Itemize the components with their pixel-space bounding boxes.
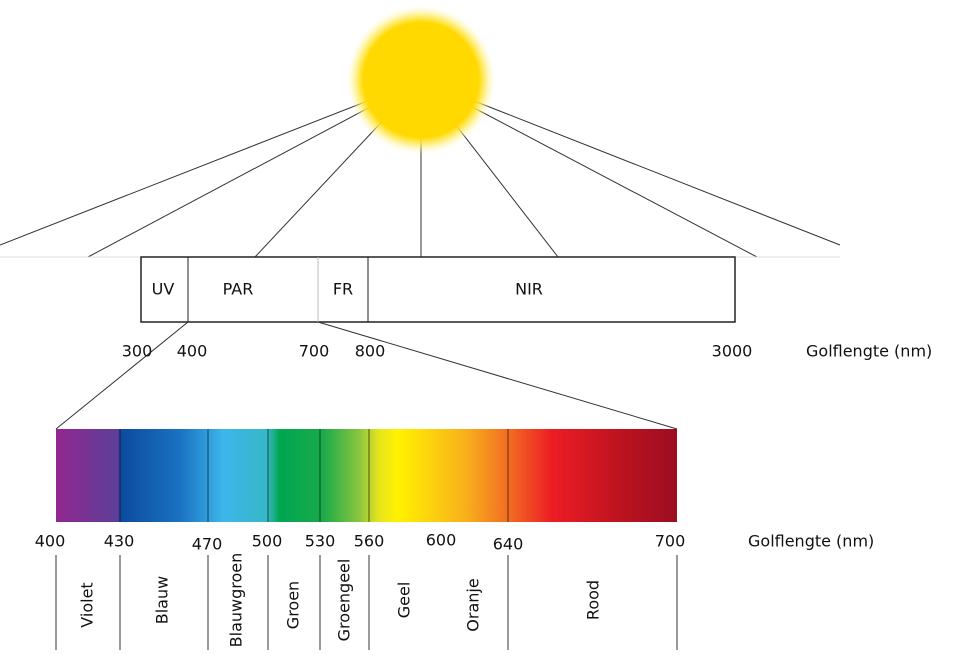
color-label: Violet — [78, 582, 97, 627]
band-label: FR — [333, 280, 353, 299]
color-tick-label: 640 — [493, 535, 524, 554]
spectrum — [56, 429, 677, 522]
band-tick-label: 3000 — [712, 342, 753, 361]
color-tick-label: 700 — [655, 532, 686, 551]
axis-label: Golflengte (nm) — [806, 342, 932, 361]
color-label: Blauw — [153, 576, 172, 624]
band-tick-label: 300 — [122, 342, 153, 361]
band-label: NIR — [515, 280, 543, 299]
color-label: Groengeel — [335, 559, 354, 642]
color-tick-label: 560 — [354, 532, 385, 551]
color-label: Geel — [395, 582, 414, 619]
band-box — [140, 256, 736, 323]
zoom-line — [55, 321, 189, 430]
color-tick-label: 400 — [35, 532, 66, 551]
color-tick-label: 600 — [426, 531, 457, 550]
color-label: Rood — [584, 580, 603, 620]
color-label: Groen — [284, 581, 303, 629]
color-tick-label: 530 — [305, 532, 336, 551]
band-tick-label: 800 — [355, 342, 386, 361]
axis-label: Golflengte (nm) — [748, 532, 874, 551]
band-label: UV — [152, 280, 175, 299]
color-tick-label: 500 — [252, 532, 283, 551]
color-tick-label: 470 — [192, 535, 223, 554]
color-label: Oranje — [464, 578, 483, 631]
color-label: Blauwgroen — [227, 553, 246, 648]
band-tick-label: 700 — [299, 342, 330, 361]
band-label: PAR — [223, 280, 254, 299]
band-tick-label: 400 — [177, 342, 208, 361]
color-tick-label: 430 — [104, 532, 135, 551]
sun — [347, 6, 495, 154]
zoom-line — [317, 321, 678, 430]
